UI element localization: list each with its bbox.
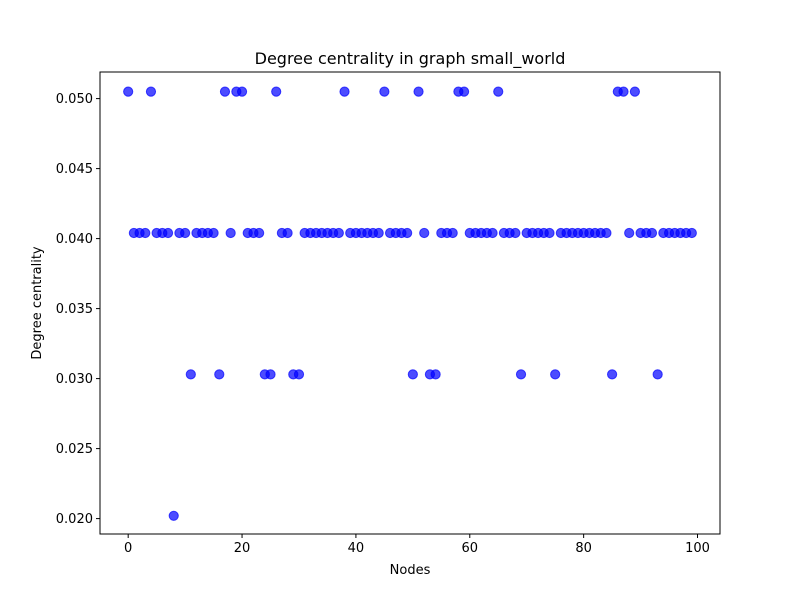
data-point bbox=[373, 227, 384, 239]
data-point bbox=[601, 227, 612, 239]
data-point bbox=[236, 86, 248, 97]
data-point bbox=[265, 369, 276, 380]
y-tick-label: 0.020 bbox=[56, 512, 93, 527]
data-point bbox=[515, 369, 527, 380]
data-point bbox=[180, 227, 191, 239]
data-point bbox=[271, 86, 282, 97]
x-axis-label: Nodes bbox=[390, 563, 431, 578]
data-point bbox=[550, 369, 561, 380]
x-axis-ticks: 0 20 40 60 80 100 bbox=[124, 534, 710, 556]
x-tick-label: 80 bbox=[575, 541, 592, 556]
data-point bbox=[123, 86, 134, 97]
data-point bbox=[225, 227, 236, 239]
x-tick-label: 100 bbox=[685, 541, 710, 556]
data-point bbox=[168, 510, 179, 521]
data-point bbox=[646, 227, 658, 239]
y-tick-label: 0.030 bbox=[56, 372, 93, 387]
data-point bbox=[652, 369, 663, 380]
data-point bbox=[254, 227, 265, 239]
data-point bbox=[544, 227, 555, 239]
data-point bbox=[419, 227, 430, 239]
data-point bbox=[407, 369, 418, 380]
data-point bbox=[607, 369, 618, 380]
y-tick-label: 0.025 bbox=[56, 442, 93, 457]
data-point bbox=[333, 227, 344, 239]
data-point bbox=[185, 369, 196, 380]
data-point bbox=[208, 227, 219, 239]
data-point bbox=[214, 369, 225, 380]
data-point bbox=[487, 227, 498, 239]
data-point bbox=[430, 369, 441, 380]
y-axis-ticks: 0.020 0.025 0.030 0.035 0.040 0.045 0.050 bbox=[56, 92, 100, 527]
data-point bbox=[624, 227, 635, 239]
data-point bbox=[493, 86, 504, 97]
x-tick-label: 20 bbox=[234, 541, 251, 556]
data-point bbox=[282, 227, 293, 239]
data-point bbox=[293, 369, 305, 380]
y-axis-label: Degree centrality bbox=[30, 246, 45, 360]
data-point bbox=[145, 86, 157, 97]
data-point bbox=[458, 86, 470, 97]
data-point bbox=[140, 227, 151, 239]
chart-title: Degree centrality in graph small_world bbox=[255, 49, 566, 69]
plot-frame bbox=[99, 71, 721, 535]
data-point bbox=[510, 227, 521, 239]
data-point bbox=[339, 86, 350, 97]
data-points bbox=[123, 86, 697, 521]
data-point bbox=[162, 227, 174, 239]
data-point bbox=[379, 86, 390, 97]
data-point bbox=[686, 227, 697, 239]
x-tick-label: 60 bbox=[462, 541, 479, 556]
data-point bbox=[413, 86, 424, 97]
data-point bbox=[447, 227, 458, 239]
data-point bbox=[618, 86, 629, 97]
y-tick-label: 0.035 bbox=[56, 302, 93, 317]
data-point bbox=[219, 86, 231, 97]
data-point bbox=[402, 227, 413, 239]
x-tick-label: 40 bbox=[348, 541, 365, 556]
y-tick-label: 0.050 bbox=[56, 92, 93, 107]
y-tick-label: 0.045 bbox=[56, 162, 93, 177]
y-tick-label: 0.040 bbox=[56, 232, 93, 247]
x-tick-label: 0 bbox=[124, 541, 132, 556]
data-point bbox=[629, 86, 640, 97]
